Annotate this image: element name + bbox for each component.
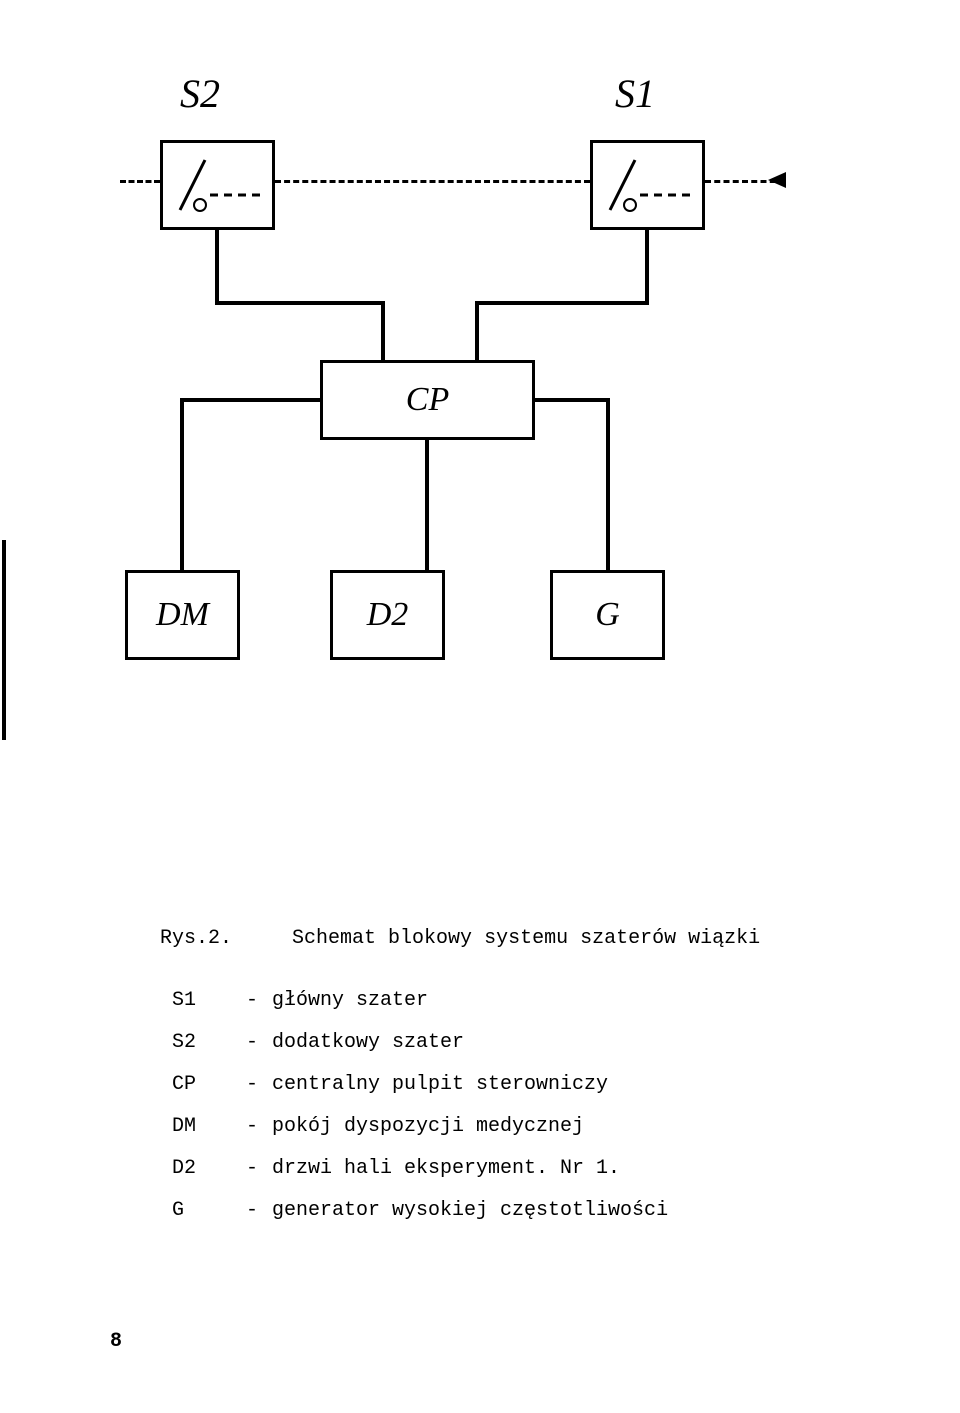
legend-key: DM [172, 1108, 232, 1146]
node-cp: CP [320, 360, 535, 440]
legend-row: S1 - główny szater [160, 982, 860, 1020]
legend-row: S2 - dodatkowy szater [160, 1024, 860, 1062]
legend-key: G [172, 1192, 232, 1230]
node-dm-label: DM [156, 596, 209, 634]
legend-dash: - [232, 1024, 272, 1062]
legend-key: S2 [172, 1024, 232, 1062]
node-g: G [550, 570, 665, 660]
caption-title-row: Rys.2. Schemat blokowy systemu szaterów … [160, 920, 860, 958]
node-g-label: G [595, 596, 620, 634]
node-cp-label: CP [406, 381, 449, 419]
legend-desc: drzwi hali eksperyment. Nr 1. [272, 1150, 860, 1188]
legend-row: CP - centralny pulpit sterowniczy [160, 1066, 860, 1104]
legend-key: S1 [172, 982, 232, 1020]
legend-desc: pokój dyspozycji medycznej [272, 1108, 860, 1146]
node-d2: D2 [330, 570, 445, 660]
beam-line-left [120, 180, 160, 183]
legend-dash: - [232, 982, 272, 1020]
node-d2-label: D2 [367, 596, 409, 634]
edge-cp-dm-v [180, 398, 184, 573]
figure-caption: Rys.2. Schemat blokowy systemu szaterów … [160, 920, 860, 1234]
scan-artifact [2, 540, 6, 740]
legend-desc: główny szater [272, 982, 860, 1020]
edge-cp-g-v [606, 398, 610, 573]
block-diagram: S2 S1 CP DM D2 G [120, 60, 800, 680]
edge-cp-left-h [180, 398, 323, 402]
edge-s2-to-cp [381, 301, 385, 363]
legend-row: DM - pokój dyspozycji medycznej [160, 1108, 860, 1146]
node-s2 [160, 140, 275, 230]
legend-desc: dodatkowy szater [272, 1024, 860, 1062]
edge-cp-d2 [425, 440, 429, 573]
switch-icon [590, 140, 705, 230]
edge-cp-right-h [535, 398, 610, 402]
switch-icon [160, 140, 275, 230]
edge-s1-down [645, 230, 649, 305]
beam-line-mid [275, 180, 590, 183]
legend-desc: generator wysokiej częstotliwości [272, 1192, 860, 1230]
edge-s1-to-cp [475, 301, 479, 363]
legend-dash: - [232, 1066, 272, 1104]
legend-dash: - [232, 1192, 272, 1230]
label-s2: S2 [180, 70, 220, 117]
legend-dash: - [232, 1150, 272, 1188]
legend-row: D2 - drzwi hali eksperyment. Nr 1. [160, 1150, 860, 1188]
edge-s2-down [215, 230, 219, 305]
node-s1 [590, 140, 705, 230]
legend-desc: centralny pulpit sterowniczy [272, 1066, 860, 1104]
legend-dash: - [232, 1108, 272, 1146]
label-s1: S1 [615, 70, 655, 117]
edge-s1-left [475, 301, 649, 305]
node-dm: DM [125, 570, 240, 660]
page-number: 8 [110, 1330, 122, 1353]
edge-s2-right [215, 301, 385, 305]
legend-row: G - generator wysokiej częstotliwości [160, 1192, 860, 1230]
legend-key: CP [172, 1066, 232, 1104]
caption-text: Schemat blokowy systemu szaterów wiązki [292, 927, 760, 950]
beam-arrow-icon [768, 172, 786, 188]
legend-key: D2 [172, 1150, 232, 1188]
caption-prefix: Rys.2. [160, 927, 232, 950]
